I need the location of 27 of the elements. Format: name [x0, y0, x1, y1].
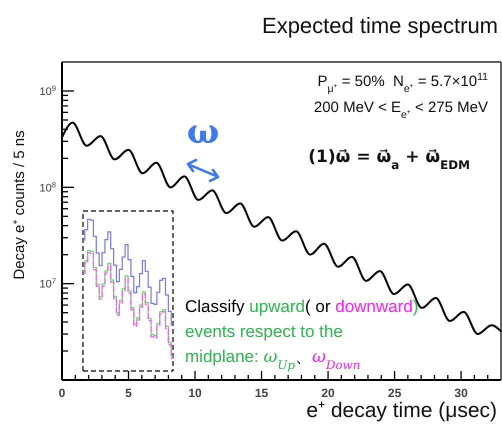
- x-tick-label: 5: [125, 386, 132, 400]
- x-tick-label: 20: [321, 386, 336, 400]
- y-tick-label: 10$^{7}$: [39, 276, 56, 291]
- annotation: ): [412, 297, 418, 316]
- chart-title: Expected time spectrum: [262, 13, 498, 38]
- y-axis-title: Decay e⁺ counts / 5 ns: [11, 130, 28, 280]
- x-tick-label: 0: [58, 386, 66, 400]
- annotation: (1)ω⃗ = ω⃗$_{a}$ + ω⃗$_{EDM}$: [308, 147, 470, 172]
- x-tick-label: 10: [188, 386, 202, 400]
- annotation: ω: [186, 112, 220, 152]
- annotation: events respect to the: [185, 322, 343, 341]
- x-axis-title: e⁺ decay time (μsec): [306, 399, 497, 422]
- annotation: midplane:: [185, 347, 264, 366]
- annotation: upward: [249, 297, 305, 316]
- annotation: 、: [294, 347, 312, 366]
- annotation: downward: [335, 297, 413, 316]
- y-tick-label: 10$^{8}$: [39, 180, 56, 194]
- annotation: Classify: [185, 297, 250, 316]
- x-tick-label: 30: [454, 386, 468, 400]
- y-tick-label: 10$^{9}$: [39, 84, 56, 98]
- annotation: 200 MeV < E$_{e⁺}$ < 275 MeV: [314, 99, 488, 121]
- x-tick-label: 15: [254, 386, 269, 400]
- annotation: ω$_{Down}$: [312, 347, 360, 372]
- annotation: ω$_{Up}$: [263, 347, 296, 372]
- x-tick-label: 25: [388, 386, 402, 400]
- annotation: P$_{μ⁺}$ = 50% N$_{e⁺}$ = 5.7×10$^{11}$: [317, 71, 488, 95]
- annotation: ( or: [305, 297, 336, 316]
